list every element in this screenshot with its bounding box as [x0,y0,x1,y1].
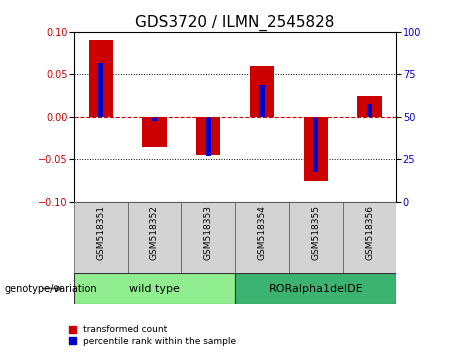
Bar [289,202,343,273]
Bar [343,202,396,273]
Text: GSM518352: GSM518352 [150,205,159,260]
Bar [313,117,319,172]
Text: wild type: wild type [129,284,180,293]
Bar [74,202,128,273]
Text: RORalpha1delDE: RORalpha1delDE [268,284,363,293]
Bar [196,117,220,155]
Text: GSM518354: GSM518354 [258,205,266,260]
Bar [250,66,274,117]
Bar [152,117,157,121]
Bar [98,63,103,117]
Legend: transformed count, percentile rank within the sample: transformed count, percentile rank withi… [69,325,236,346]
Text: GSM518353: GSM518353 [204,205,213,260]
Bar [181,202,235,273]
Bar [357,96,382,117]
Bar [235,202,289,273]
Bar [304,117,328,181]
Text: GSM518356: GSM518356 [365,205,374,260]
Bar [259,85,265,117]
Bar [74,273,235,304]
Bar [367,104,372,117]
Text: GSM518351: GSM518351 [96,205,105,260]
Bar [206,117,211,156]
Text: genotype/variation: genotype/variation [5,284,97,293]
Bar [89,40,113,117]
Bar [128,202,181,273]
Title: GDS3720 / ILMN_2545828: GDS3720 / ILMN_2545828 [136,14,335,30]
Text: GSM518355: GSM518355 [311,205,320,260]
Bar [142,117,166,147]
Bar [235,273,396,304]
